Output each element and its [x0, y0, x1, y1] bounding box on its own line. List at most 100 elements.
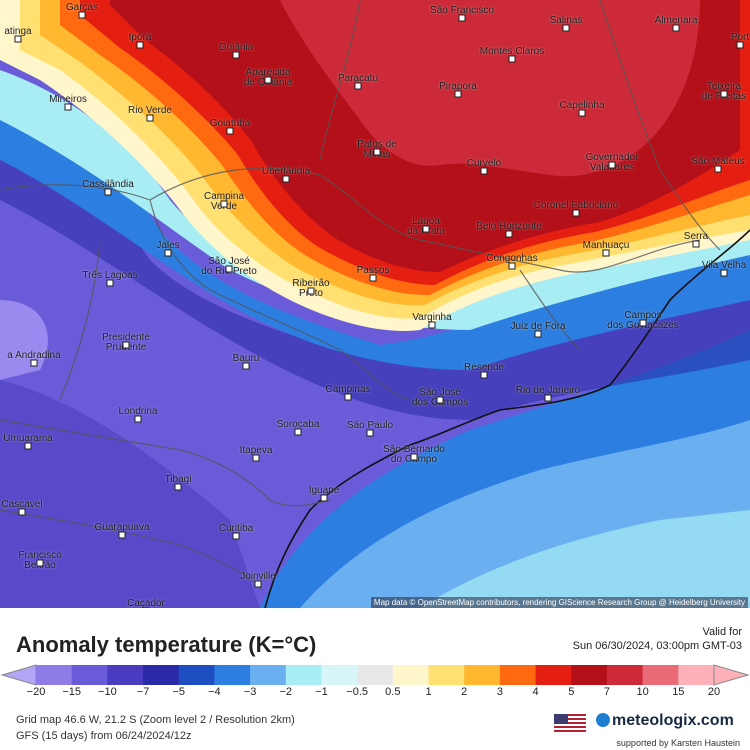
city-label: Port — [730, 32, 750, 43]
city-label: Tibagi — [164, 474, 192, 485]
city-marker — [480, 167, 488, 175]
scale-swatch — [36, 665, 73, 685]
city-marker — [225, 265, 233, 273]
scale-tick-label: −1 — [315, 686, 328, 698]
scale-swatch — [214, 665, 251, 685]
city-marker — [602, 249, 610, 257]
valid-date: Sun 06/30/2024, 03:00pm GMT-03 — [572, 640, 742, 652]
grid-info: Grid map 46.6 W, 21.2 S (Zoom level 2 / … — [16, 714, 295, 726]
city-label: São Paulo — [346, 420, 394, 431]
city-label: Cascavel — [1, 499, 43, 510]
city-marker — [136, 41, 144, 49]
scale-swatch — [71, 665, 108, 685]
city-label: Uberlândia — [261, 166, 311, 177]
city-label: Juiz de Fora — [510, 321, 566, 332]
scale-tick-label: −20 — [26, 686, 46, 698]
city-marker — [572, 209, 580, 217]
scale-swatch — [357, 665, 394, 685]
city-label: Rio de Janeiro — [515, 385, 581, 396]
scale-tick-label: −7 — [136, 686, 150, 698]
city-marker — [24, 442, 32, 450]
city-marker — [692, 240, 700, 248]
scale-swatch — [499, 665, 537, 685]
city-marker — [344, 393, 352, 401]
scale-swatch — [285, 665, 322, 685]
scale-tick-label: −15 — [62, 686, 82, 698]
city-label: Três Lagoas — [82, 270, 138, 281]
scale-tick-label: 7 — [603, 686, 610, 698]
city-marker — [30, 359, 38, 367]
city-label: Pirapora — [439, 81, 477, 92]
city-marker — [174, 483, 182, 491]
city-marker — [436, 396, 444, 404]
city-label: Montes Claros — [479, 46, 545, 57]
scale-swatch — [143, 665, 180, 685]
supported-by: supported by Karsten Haustein — [616, 738, 740, 748]
city-marker — [252, 454, 260, 462]
city-label: Almenara — [654, 15, 698, 26]
city-label: Varginha — [412, 312, 452, 323]
city-label: Bauru — [232, 353, 260, 364]
brand-logo[interactable]: meteologix.com — [596, 712, 734, 730]
city-marker — [220, 200, 228, 208]
city-label: Belo Horizonte — [476, 221, 542, 232]
model-info: GFS (15 days) from 06/24/2024/12z — [16, 730, 192, 742]
scale-tick-label: 3 — [496, 686, 503, 698]
city-label: Campinas — [325, 384, 371, 395]
city-marker — [354, 82, 362, 90]
scale-tick-label: −3 — [243, 686, 257, 698]
scale-swatch — [606, 665, 644, 685]
us-flag-icon[interactable] — [554, 714, 586, 734]
scale-tick-label: −10 — [98, 686, 117, 698]
city-marker — [36, 559, 44, 567]
scale-swatch — [678, 665, 715, 685]
city-label: Goiânia — [218, 42, 254, 53]
scale-tick-label: −4 — [208, 686, 221, 698]
city-label: Itapeva — [239, 445, 273, 456]
city-label: Iporá — [128, 32, 152, 43]
city-marker — [544, 394, 552, 402]
city-label: a Andradina — [7, 350, 61, 361]
city-marker — [714, 165, 722, 173]
city-label: Resende — [463, 362, 505, 373]
city-marker — [562, 24, 570, 32]
scale-tick-label: 15 — [672, 686, 685, 698]
scale-swatch — [392, 665, 430, 685]
city-label: Garças — [65, 2, 99, 13]
city-label: Curitiba — [218, 523, 254, 534]
brand-name: meteologix.com — [612, 712, 734, 729]
city-label: Salinas — [549, 15, 583, 26]
city-marker — [578, 109, 586, 117]
city-marker — [134, 415, 142, 423]
city-marker — [366, 429, 374, 437]
city-label: Londrina — [118, 406, 158, 417]
scale-tick-label: −5 — [172, 686, 186, 698]
city-label: São Francisco — [430, 5, 494, 16]
city-marker — [226, 127, 234, 135]
scale-tick-label: 10 — [636, 686, 649, 698]
scale-tick-label: −0.5 — [346, 686, 369, 698]
city-marker — [454, 90, 462, 98]
city-marker — [369, 274, 377, 282]
city-marker — [64, 103, 72, 111]
map-attribution[interactable]: Map data © OpenStreetMap contributors, r… — [370, 597, 748, 608]
scale-swatch — [535, 665, 572, 685]
scale-swatch — [178, 665, 215, 685]
city-marker — [508, 262, 516, 270]
city-label: São Mateus — [691, 156, 745, 167]
city-label: Jales — [156, 240, 180, 251]
scale-tick-label: 5 — [568, 686, 575, 698]
scale-tick-label: 0.5 — [385, 686, 401, 698]
scale-swatch — [571, 665, 608, 685]
city-marker — [720, 90, 728, 98]
city-label: Cassilândia — [82, 179, 134, 190]
city-marker — [78, 11, 86, 19]
scale-tick-label: 20 — [707, 686, 721, 698]
city-label: Congonhas — [486, 253, 538, 264]
weather-map[interactable]: Garças atinga Iporá Goiânia Aparecida de Goiâ… — [0, 0, 750, 608]
city-marker — [307, 287, 315, 295]
globe-icon — [596, 713, 610, 727]
city-marker — [320, 494, 328, 502]
map-title: Anomaly temperature (K=°C) — [16, 632, 317, 657]
scale-swatch — [464, 665, 501, 685]
